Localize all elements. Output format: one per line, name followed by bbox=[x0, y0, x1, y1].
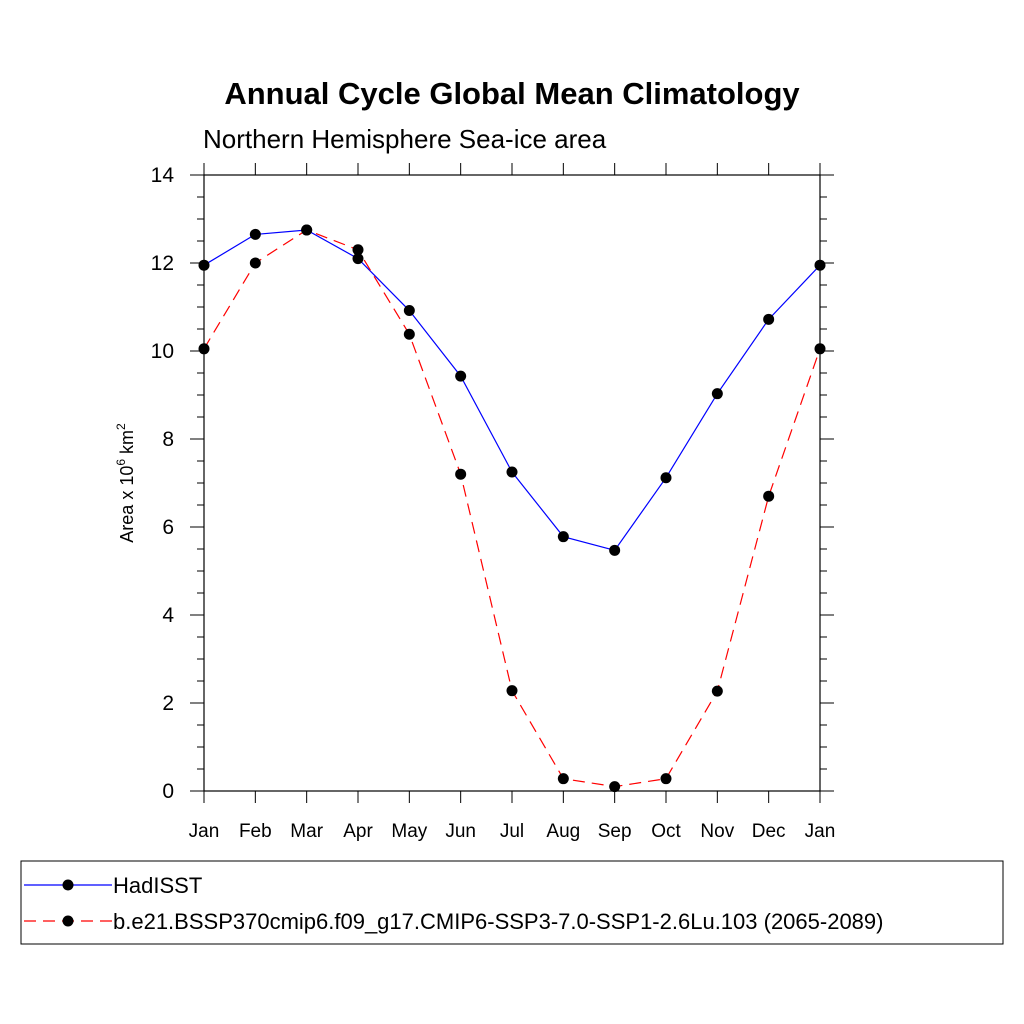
data-point-apr bbox=[352, 253, 364, 265]
x-tick-label-jan: Jan bbox=[189, 821, 220, 842]
series-layer bbox=[198, 224, 826, 793]
data-point-nov bbox=[711, 388, 723, 400]
series-hadisst bbox=[198, 224, 826, 556]
x-tick-label-may: May bbox=[391, 821, 427, 842]
data-point-jan bbox=[198, 259, 210, 271]
chart-subtitle: Northern Hemisphere Sea-ice area bbox=[203, 124, 607, 154]
legend-box bbox=[20, 860, 1004, 945]
data-point-dec bbox=[763, 313, 775, 325]
data-point-oct bbox=[660, 773, 672, 785]
x-tick-label-jun: Jun bbox=[445, 821, 476, 842]
x-tick-label-nov: Nov bbox=[700, 821, 734, 842]
data-point-may bbox=[403, 305, 415, 317]
data-point-jun bbox=[455, 370, 467, 382]
chart-title: Annual Cycle Global Mean Climatology bbox=[224, 76, 800, 111]
data-point-sep bbox=[609, 544, 621, 556]
data-point-apr bbox=[352, 244, 364, 256]
x-tick-label-mar: Mar bbox=[290, 821, 323, 842]
data-point-feb bbox=[249, 228, 261, 240]
x-tick-label-dec: Dec bbox=[752, 821, 786, 842]
series-line bbox=[203, 229, 821, 788]
legend-marker bbox=[62, 915, 74, 927]
y-tick-label: 6 bbox=[162, 516, 174, 539]
data-point-jul bbox=[506, 466, 518, 478]
x-tick-label-apr: Apr bbox=[343, 821, 373, 842]
legend-marker bbox=[62, 879, 74, 891]
series-line bbox=[203, 229, 821, 552]
y-tick-label: 8 bbox=[162, 428, 174, 451]
series-model bbox=[198, 224, 826, 793]
legend-label: b.e21.BSSP370cmip6.f09_g17.CMIP6-SSP3-7.… bbox=[113, 909, 883, 934]
x-tick-label-jul: Jul bbox=[500, 821, 524, 842]
x-tick-label-oct: Oct bbox=[651, 821, 681, 842]
data-point-may bbox=[403, 328, 415, 340]
x-tick-label-aug: Aug bbox=[546, 821, 580, 842]
x-tick-label-jan: Jan bbox=[805, 821, 836, 842]
legend-label: HadISST bbox=[113, 873, 202, 898]
data-point-feb bbox=[249, 257, 261, 269]
data-point-jan bbox=[814, 343, 826, 355]
y-tick-label: 14 bbox=[151, 164, 175, 187]
data-point-dec bbox=[763, 490, 775, 502]
y-axis-label: Area x 106 km2 bbox=[114, 423, 137, 543]
data-point-nov bbox=[711, 685, 723, 697]
data-point-mar bbox=[301, 224, 313, 236]
y-tick-label: 12 bbox=[151, 252, 174, 275]
plot-frame bbox=[203, 174, 821, 792]
data-point-oct bbox=[660, 472, 672, 484]
y-tick-label: 2 bbox=[162, 692, 174, 715]
x-tick-label-feb: Feb bbox=[239, 821, 272, 842]
y-tick-label: 0 bbox=[162, 780, 174, 803]
data-point-aug bbox=[557, 773, 569, 785]
data-point-jun bbox=[455, 468, 467, 480]
data-point-jan bbox=[814, 259, 826, 271]
plot-area: 0 2 4 6 8 10 12 14 Jan Feb Mar Apr May Jun Jul Aug Sep Oc… bbox=[151, 163, 836, 842]
data-point-sep bbox=[609, 781, 621, 793]
data-point-jul bbox=[506, 685, 518, 697]
data-point-jan bbox=[198, 343, 210, 355]
data-point-aug bbox=[557, 531, 569, 543]
x-tick-label-sep: Sep bbox=[598, 821, 632, 842]
y-tick-label: 10 bbox=[151, 340, 174, 363]
y-tick-label: 4 bbox=[162, 604, 174, 627]
legend: HadISST b.e21.BSSP370cmip6.f09_g17.CMIP6-… bbox=[20, 860, 1004, 945]
